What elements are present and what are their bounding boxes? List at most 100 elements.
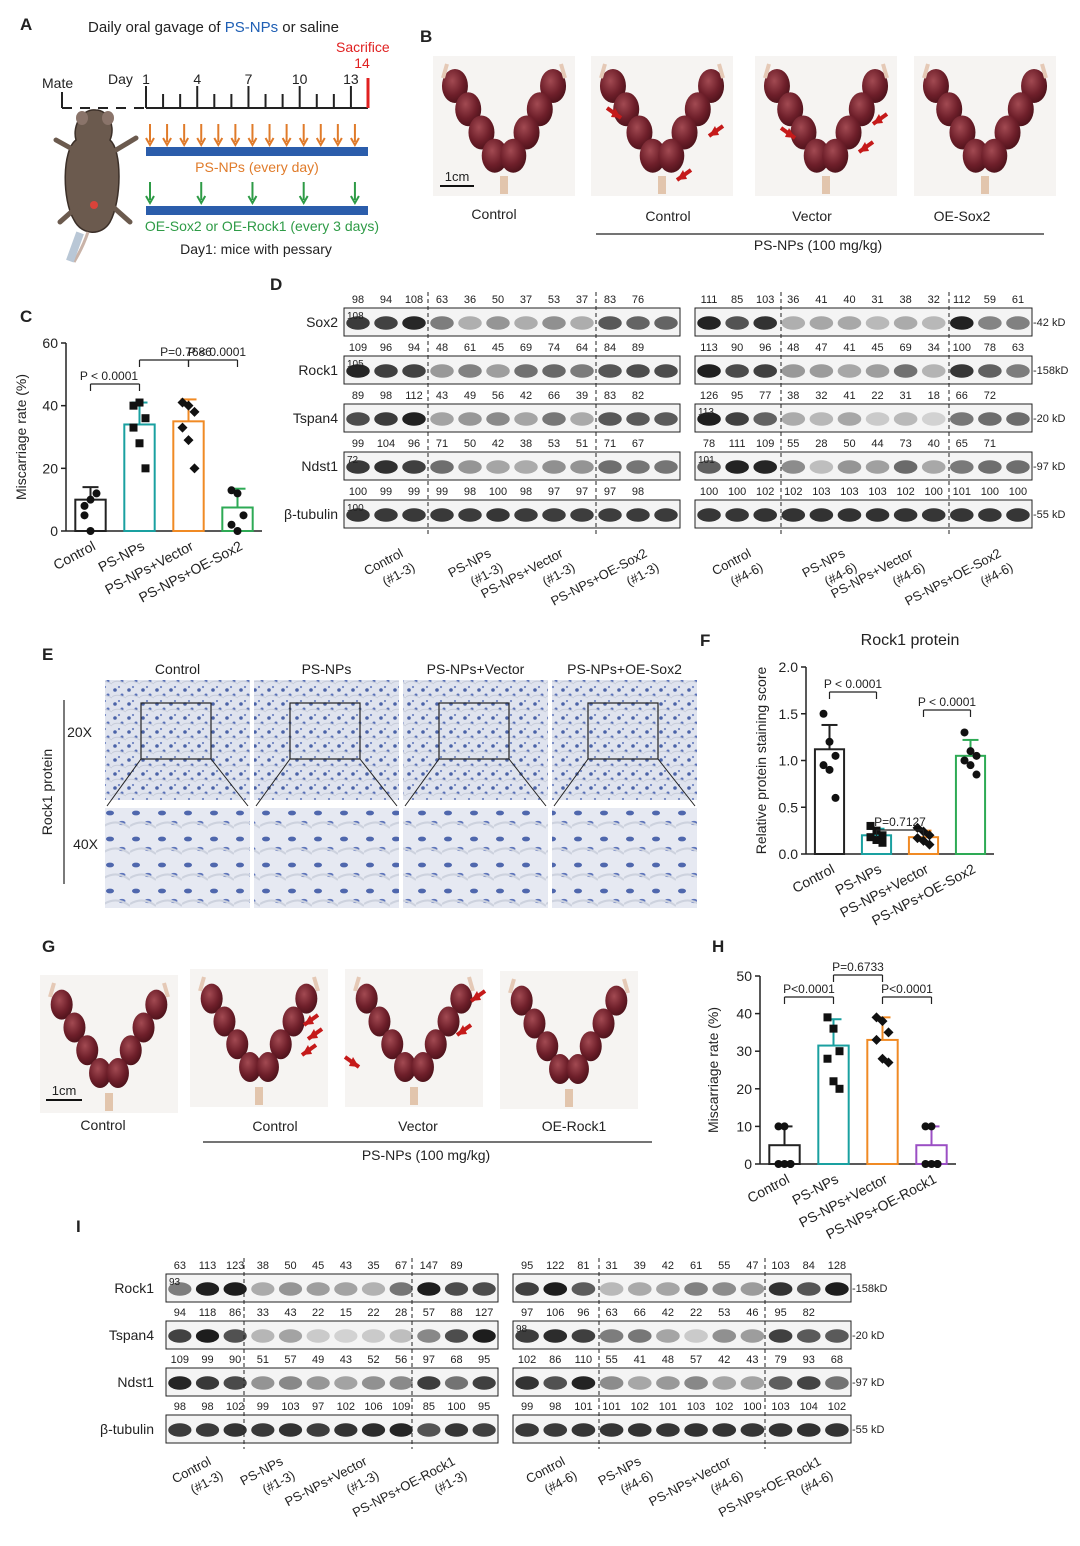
y-tick-label: 2.0: [779, 659, 799, 675]
blot-strip: [343, 403, 681, 433]
blot-band: [346, 364, 370, 378]
title-part: PS-NPs: [225, 19, 278, 36]
band-quant-value: 50: [843, 438, 855, 450]
blot-band: [346, 460, 370, 474]
blot-band: [514, 364, 538, 378]
bar: [954, 754, 987, 856]
y-tick-label: 0: [50, 523, 58, 539]
data-point: [92, 489, 101, 498]
blot-band: [978, 412, 1002, 426]
blot-band: [514, 460, 538, 474]
zoom-line: [255, 758, 291, 807]
band-quant-value: 101: [602, 1401, 620, 1413]
ps-nps-bar: [146, 147, 368, 156]
panel-letter: E: [42, 645, 53, 664]
blot-band: [195, 1329, 220, 1343]
blot-band: [444, 1282, 469, 1296]
blot-band: [781, 460, 806, 474]
band-quant-value: 103: [868, 486, 886, 498]
embryo: [394, 1052, 417, 1083]
embryo: [658, 138, 685, 173]
band-quant-value: 71: [436, 438, 448, 450]
y-axis-label: Miscarriage rate (%): [13, 374, 29, 500]
band-quant-value: 86: [229, 1307, 241, 1319]
band-marker: 105: [347, 359, 364, 370]
band-quant-value: 38: [257, 1260, 269, 1272]
data-point: [823, 1054, 832, 1063]
embryo: [1021, 68, 1048, 103]
blot-band: [796, 1376, 821, 1390]
band-quant-value: 102: [631, 1401, 649, 1413]
zoom-line: [508, 758, 547, 807]
blot-band: [278, 1282, 303, 1296]
ihc-image-20x: [403, 680, 548, 800]
blot-band: [458, 316, 482, 330]
red-arrow-head: [709, 126, 719, 136]
band-quant-value: 97: [312, 1401, 324, 1413]
band-quant-value: 32: [928, 294, 940, 306]
band-quant-value: 109: [171, 1354, 189, 1366]
band-quant-value: 111: [729, 438, 746, 450]
daily-arrow-head: [145, 137, 155, 148]
panel-letter: D: [270, 275, 282, 294]
band-quant-value: 32: [815, 390, 827, 402]
blot-band: [168, 1423, 192, 1437]
band-quant-value: 40: [843, 294, 855, 306]
data-point: [829, 1024, 838, 1033]
blot-band: [361, 1329, 386, 1343]
ovary-stub: [312, 976, 320, 992]
scale-bar-label: 1cm: [52, 1083, 77, 1098]
band-quant-value: 57: [284, 1354, 296, 1366]
band-quant-value: 103: [687, 1401, 705, 1413]
blot-band: [306, 1376, 330, 1390]
y-tick-label: 0.5: [779, 799, 799, 815]
blot-band: [374, 316, 398, 330]
band-quant-value: 57: [690, 1354, 702, 1366]
chart-title: Rock1 protein: [861, 632, 960, 649]
embryo: [962, 138, 989, 173]
y-tick-label: 50: [736, 968, 752, 984]
band-quant-value: 97: [548, 486, 560, 498]
blot-band: [374, 412, 398, 426]
blot-band: [515, 1329, 539, 1343]
band-quant-value: 104: [377, 438, 395, 450]
embryo: [803, 138, 830, 173]
data-point: [189, 463, 200, 474]
embryo: [777, 92, 804, 127]
blot-strip: [512, 1367, 852, 1397]
data-point: [774, 1122, 783, 1131]
data-point: [135, 398, 144, 407]
band-quant-value: 99: [521, 1401, 533, 1413]
blot-band: [542, 508, 566, 522]
band-quant-value: 96: [408, 438, 420, 450]
embryo: [63, 1012, 86, 1043]
blot-band: [949, 460, 974, 474]
blot-band: [712, 1423, 737, 1437]
blot-band: [837, 460, 862, 474]
y-axis-label: Miscarriage rate (%): [705, 1007, 721, 1133]
band-quant-value: 100: [925, 486, 943, 498]
blot-band: [598, 316, 622, 330]
blot-band: [768, 1329, 793, 1343]
blot-band: [825, 1329, 849, 1343]
blot-band: [740, 1282, 765, 1296]
embryo: [441, 68, 468, 103]
band-quant-value: 18: [928, 390, 940, 402]
data-point: [924, 839, 935, 850]
mouse-limbs: [53, 135, 139, 225]
blot-band: [223, 1423, 247, 1437]
mouse-ear: [102, 111, 114, 125]
protein-name: Ndst1: [117, 1374, 154, 1390]
band-quant-value: 118: [199, 1307, 217, 1319]
data-point: [933, 1160, 942, 1168]
blot-band: [570, 508, 594, 522]
embryo: [822, 138, 849, 173]
blot-band: [542, 316, 566, 330]
blot-band: [893, 316, 918, 330]
panel-letters: A B C D E F G H I: [20, 15, 724, 1236]
blot-band: [374, 508, 398, 522]
red-arrow-head: [785, 128, 795, 138]
red-arrow-head: [302, 1045, 312, 1055]
treatment-bar: [146, 206, 368, 215]
band-quant-value: 73: [900, 438, 912, 450]
